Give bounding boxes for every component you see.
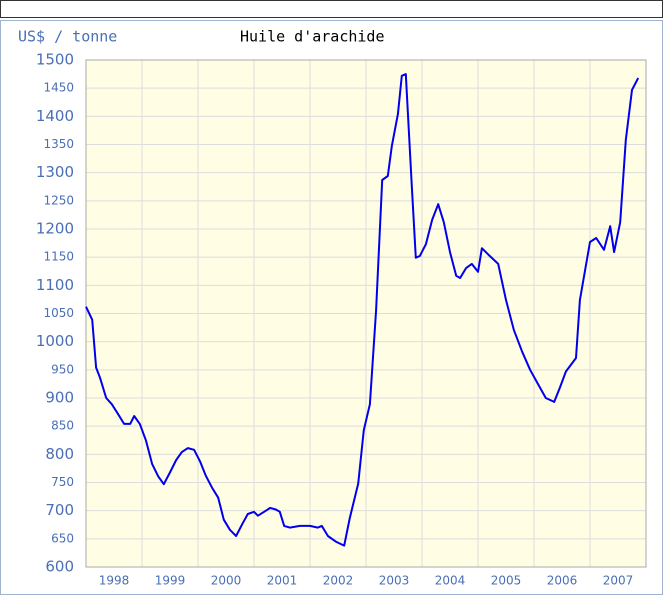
y-tick-label: 600 <box>45 558 74 576</box>
x-tick-label: 2006 <box>547 574 578 588</box>
y-unit-label: US$ / tonne <box>18 28 117 46</box>
y-tick-label: 1150 <box>43 250 74 264</box>
y-tick-label: 1450 <box>43 81 74 95</box>
y-tick-label: 750 <box>51 475 74 489</box>
y-tick-label: 1400 <box>36 107 74 125</box>
top-bar <box>0 0 663 18</box>
plot-frame <box>85 59 647 568</box>
x-tick-label: 1999 <box>155 574 186 588</box>
x-tick-label: 2002 <box>323 574 354 588</box>
y-tick-label: 950 <box>51 362 74 376</box>
chart-title: Huile d'arachide <box>240 28 385 46</box>
y-tick-label: 700 <box>45 501 74 519</box>
y-tick-label: 1100 <box>36 276 74 294</box>
x-tick-label: 2003 <box>379 574 410 588</box>
y-tick-label: 1050 <box>43 306 74 320</box>
y-tick-label: 900 <box>45 389 74 407</box>
y-tick-label: 1250 <box>43 193 74 207</box>
y-tick-label: 800 <box>45 445 74 463</box>
x-tick-label: 2005 <box>491 574 522 588</box>
y-tick-label: 1500 <box>36 51 74 69</box>
x-tick-label: 2004 <box>435 574 466 588</box>
y-tick-label: 1300 <box>36 163 74 181</box>
y-tick-label: 850 <box>51 419 74 433</box>
x-tick-label: 1998 <box>99 574 130 588</box>
y-tick-label: 1000 <box>36 332 74 350</box>
y-tick-label: 650 <box>51 531 74 545</box>
y-tick-label: 1350 <box>43 137 74 151</box>
y-tick-label: 1200 <box>36 220 74 238</box>
price-line <box>85 73 640 547</box>
x-tick-label: 2007 <box>603 574 634 588</box>
x-tick-label: 2001 <box>267 574 298 588</box>
x-tick-label: 2000 <box>211 574 242 588</box>
